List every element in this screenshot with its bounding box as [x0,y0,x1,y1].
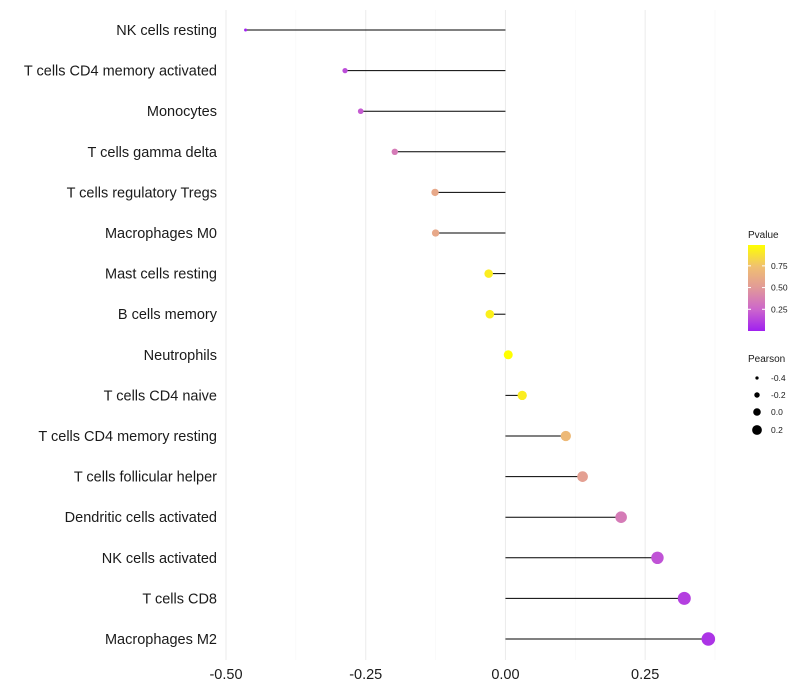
size-legend-label: 0.0 [771,407,783,417]
data-point [615,511,627,523]
category-label: T cells CD4 memory resting [38,429,217,445]
x-axis: -0.50 -0.25 0.00 0.25 [209,667,659,683]
data-point [560,430,571,442]
data-point [485,309,495,319]
x-tick-label: -0.25 [349,667,382,683]
category-label: Monocytes [147,104,217,120]
colorbar-tick-label: 0.75 [771,261,788,271]
category-label: T cells CD8 [142,591,217,607]
category-label: NK cells resting [116,23,217,39]
data-point [431,229,440,237]
size-legend-label: -0.4 [771,373,786,383]
category-label: Neutrophils [144,348,217,364]
category-label: B cells memory [118,307,218,323]
data-point [244,28,248,32]
size-legend-key [755,376,759,380]
category-label: T cells CD4 naive [104,388,217,404]
category-label: Mast cells resting [105,267,217,283]
size-legend-key [754,392,760,398]
colorbar [748,245,765,331]
data-point [357,108,364,115]
category-label: NK cells activated [102,551,217,567]
x-tick-label: 0.00 [491,667,519,683]
category-label: Dendritic cells activated [65,510,217,526]
category-label: Macrophages M2 [105,632,217,648]
size-legend-label: -0.2 [771,390,786,400]
colorbar-tick-label: 0.50 [771,283,788,293]
data-point [577,471,588,482]
data-point [701,632,716,646]
data-point [342,67,348,74]
category-label: Macrophages M0 [105,226,217,242]
x-tick-label: 0.25 [631,667,659,683]
data-point [677,591,691,605]
size-legend-key [752,425,762,435]
data-point [484,269,493,278]
size-legend-key [753,408,761,416]
x-tick-label: -0.50 [209,667,242,683]
category-label: T cells CD4 memory activated [24,64,217,80]
category-label: T cells follicular helper [74,470,217,486]
color-legend-title: Pvalue [748,230,779,241]
data-point [431,188,439,197]
grid-layer [225,10,716,660]
data-point [517,390,527,401]
stems [245,29,709,640]
category-label: T cells regulatory Tregs [67,185,217,201]
points [244,28,716,646]
category-labels: NK cells resting T cells CD4 memory activ… [24,23,218,648]
category-label: T cells gamma delta [88,145,218,161]
data-point [651,551,664,565]
size-legend-title: Pearson [748,354,785,365]
data-point [503,350,513,360]
data-point [391,148,398,156]
colorbar-tick-label: 0.25 [771,304,788,314]
legend: Pvalue 0.25 0.50 0.75 Pearson -0.4 -0.2 0.0 0.2 [748,230,788,435]
size-legend-label: 0.2 [771,425,783,435]
